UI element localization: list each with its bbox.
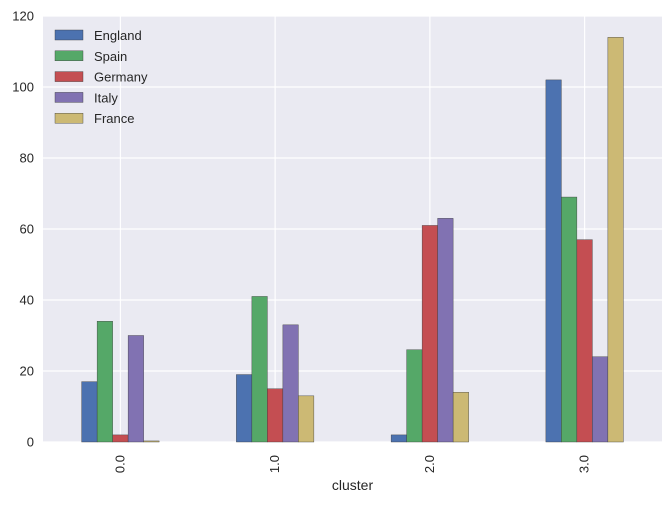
bar-italy-2-0 — [437, 218, 454, 443]
y-tick-label: 20 — [20, 364, 34, 379]
bar-italy-0-0 — [127, 335, 144, 443]
x-tick-label: 1.0 — [267, 455, 282, 473]
bar-germany-1-0 — [267, 388, 284, 443]
bar-spain-2-0 — [406, 349, 423, 443]
bar-germany-2-0 — [421, 225, 438, 443]
bar-france-3-0 — [607, 37, 624, 443]
legend-swatch — [54, 92, 84, 103]
y-tick-label: 0 — [27, 435, 34, 450]
legend-label: France — [94, 111, 134, 126]
legend-swatch — [54, 29, 84, 41]
legend-swatch — [54, 112, 84, 124]
bar-italy-3-0 — [592, 356, 609, 443]
bar-england-0-0 — [81, 381, 98, 443]
legend-label: Italy — [94, 90, 118, 105]
bar-england-3-0 — [545, 79, 562, 443]
legend-item-spain: Spain — [54, 49, 127, 64]
x-axis-label: cluster — [332, 477, 374, 493]
bar-france-0-0 — [143, 440, 160, 443]
y-tick-label: 40 — [20, 293, 34, 308]
legend-swatch — [54, 71, 84, 82]
legend-item-italy: Italy — [54, 90, 118, 105]
y-tick-label: 100 — [12, 80, 34, 95]
y-tick-label: 60 — [20, 222, 34, 237]
x-tick-label: 0.0 — [112, 455, 127, 473]
legend-label: England — [94, 28, 142, 43]
bar-france-2-0 — [452, 392, 469, 443]
bar-spain-3-0 — [561, 196, 578, 443]
bar-spain-0-0 — [96, 321, 113, 443]
bar-france-1-0 — [298, 395, 315, 443]
x-tick-label: 3.0 — [577, 455, 592, 473]
bar-germany-3-0 — [576, 239, 593, 443]
legend-label: Germany — [94, 70, 148, 85]
legend-item-germany: Germany — [54, 70, 148, 85]
legend-item-england: England — [54, 28, 142, 43]
bar-spain-1-0 — [251, 296, 268, 443]
bar-italy-1-0 — [282, 324, 299, 443]
legend-item-france: France — [54, 111, 134, 126]
bar-germany-0-0 — [112, 434, 129, 443]
legend-swatch — [54, 50, 84, 61]
bar-england-1-0 — [236, 374, 253, 443]
y-tick-label: 80 — [20, 151, 34, 166]
legend-label: Spain — [94, 49, 127, 64]
bar-england-2-0 — [390, 434, 407, 443]
y-tick-label: 120 — [12, 9, 34, 24]
x-tick-label: 2.0 — [422, 455, 437, 473]
